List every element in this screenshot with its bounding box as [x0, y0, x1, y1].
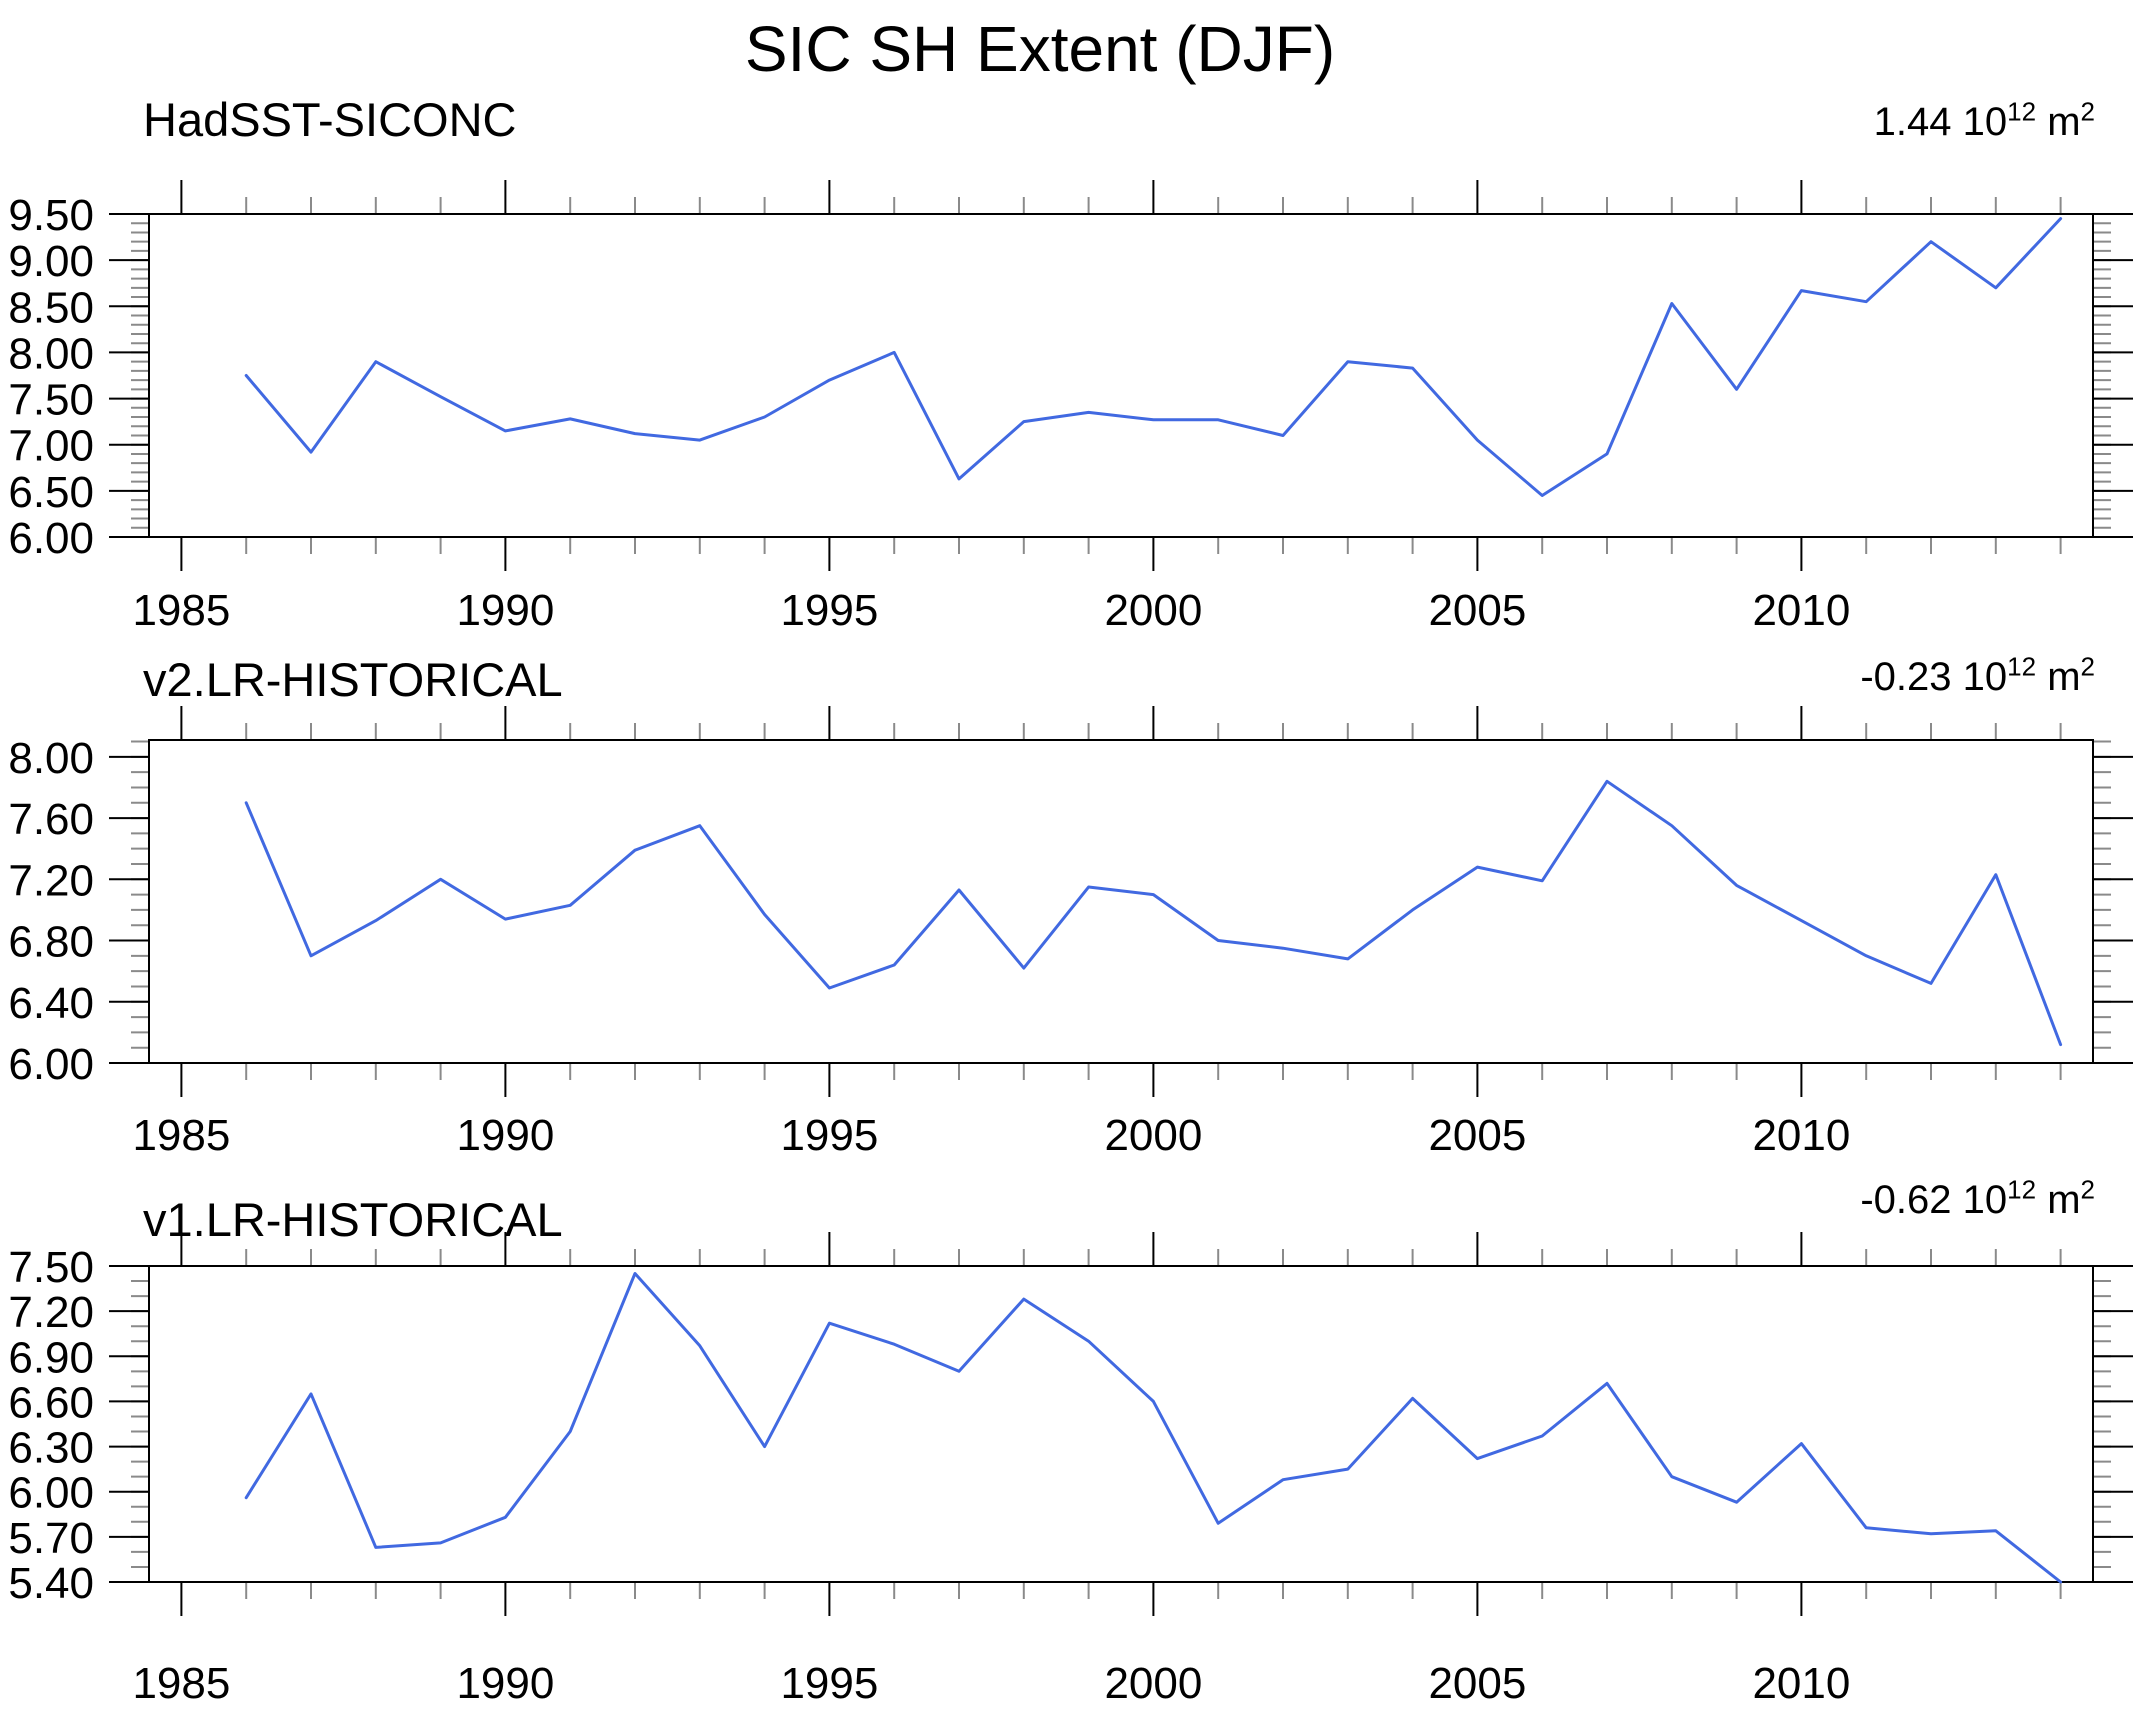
x-tick-label: 2000: [1104, 1659, 1202, 1708]
annotation-exponent: 12: [2007, 1174, 2037, 1205]
x-tick-label: 1995: [780, 586, 878, 635]
data-line-2: [244, 779, 2063, 1047]
annotation-base: 10: [1962, 100, 2008, 144]
x-tick-label: 1995: [780, 1111, 878, 1160]
x-tick-label: 2010: [1752, 1659, 1850, 1708]
annotation-value: 1.44: [1873, 100, 1952, 144]
y-tick-label: 7.60: [8, 795, 94, 844]
y-tick-label: 8.50: [8, 283, 94, 332]
x-tick-label: 2005: [1428, 1659, 1526, 1708]
x-tick-label: 2005: [1428, 1111, 1526, 1160]
y-tick-label: 5.40: [8, 1559, 94, 1608]
chart-title: SIC SH Extent (DJF): [744, 13, 1336, 85]
panel-1-plot: 6.006.507.007.508.008.509.009.50 1985 1990…: [8, 180, 2133, 635]
annotation-unit: m: [2047, 100, 2081, 144]
x-tick-label: 1990: [456, 1111, 554, 1160]
x-tick-label: 2000: [1104, 586, 1202, 635]
y-tick-label: 6.00: [8, 514, 94, 563]
data-line-1: [244, 217, 2063, 497]
data-line-3: [244, 1272, 2063, 1584]
x-tick-label: 2010: [1752, 586, 1850, 635]
panel-3-plot: 5.405.706.006.306.606.907.207.50 1985 1990…: [8, 1232, 2133, 1708]
annotation-unit: m: [2047, 655, 2081, 699]
y-tick-label: 6.00: [8, 1040, 94, 1089]
annotation-exponent: 12: [2007, 96, 2037, 127]
y-tick-label: 7.20: [8, 1288, 94, 1337]
y-tick-label: 8.00: [8, 329, 94, 378]
panel-2-annotation: -0.23 1012 m2: [1860, 651, 2095, 700]
panel-1-annotation: 1.44 1012 m2: [1873, 96, 2095, 145]
y-tick-label: 6.40: [8, 979, 94, 1028]
y-tick-label: 6.00: [8, 1469, 94, 1518]
y-tick-label: 9.00: [8, 237, 94, 286]
y-tick-label: 5.70: [8, 1514, 94, 1563]
y-tick-label: 7.50: [8, 1243, 94, 1292]
x-tick-label: 2000: [1104, 1111, 1202, 1160]
x-tick-label: 1985: [132, 1111, 230, 1160]
annotation-unit: m: [2047, 1178, 2081, 1222]
x-tick-label: 2005: [1428, 586, 1526, 635]
annotation-exponent: 12: [2007, 651, 2037, 682]
annotation-base: 10: [1962, 655, 2008, 699]
y-tick-label: 7.00: [8, 422, 94, 471]
x-tick-label: 1985: [132, 586, 230, 635]
x-tick-label: 1990: [456, 1659, 554, 1708]
panel-2-label: v2.LR-HISTORICAL: [143, 653, 563, 706]
x-tick-label: 2010: [1752, 1111, 1850, 1160]
panel-3-annotation: -0.62 1012 m2: [1860, 1174, 2095, 1223]
annotation-value: -0.62: [1860, 1178, 1952, 1222]
annotation-unit-exponent: 2: [2080, 651, 2095, 682]
panel-1-label: HadSST-SICONC: [143, 93, 517, 146]
y-tick-label: 6.30: [8, 1424, 94, 1473]
x-tick-label: 1985: [132, 1659, 230, 1708]
y-tick-label: 6.50: [8, 468, 94, 517]
annotation-value: -0.23: [1860, 655, 1952, 699]
y-tick-label: 6.90: [8, 1333, 94, 1382]
x-tick-label: 1995: [780, 1659, 878, 1708]
y-tick-label: 8.00: [8, 734, 94, 783]
y-tick-label: 6.80: [8, 918, 94, 967]
annotation-unit-exponent: 2: [2080, 1174, 2095, 1205]
annotation-unit-exponent: 2: [2080, 96, 2095, 127]
panel-3-label: v1.LR-HISTORICAL: [143, 1193, 563, 1246]
y-tick-label: 7.20: [8, 856, 94, 905]
y-tick-label: 7.50: [8, 376, 94, 425]
annotation-base: 10: [1962, 1178, 2008, 1222]
panel-2-plot: 6.00 6.40 6.80 7.20 7.60 8.00 1985 1990 1995 2000…: [8, 706, 2133, 1160]
x-tick-label: 1990: [456, 586, 554, 635]
y-tick-label: 9.50: [8, 191, 94, 240]
y-tick-label: 6.60: [8, 1378, 94, 1427]
